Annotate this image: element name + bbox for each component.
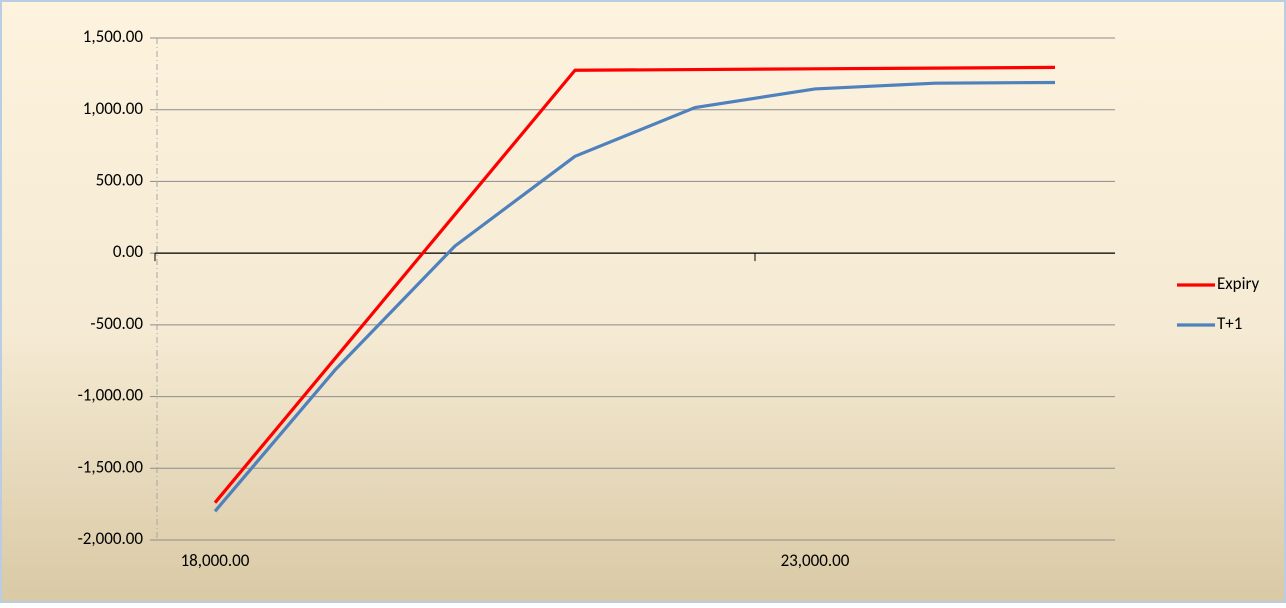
x-tick-label: 23,000.00 [781,550,850,571]
y-tick-label: 0.00 [113,241,144,262]
legend-label: T+1 [1217,313,1242,334]
legend-label: Expiry [1217,273,1260,294]
y-tick-label: -2,000.00 [78,528,144,549]
y-tick-label: 1,000.00 [83,98,144,119]
y-tick-label: -1,000.00 [78,385,144,406]
y-tick-label: 500.00 [96,169,144,190]
series-line [213,80,1056,513]
y-tick-label: 1,500.00 [83,26,144,47]
x-tick-label: 18,000.00 [181,550,250,571]
y-tick-label: -1,500.00 [78,456,144,477]
series-line [213,65,1056,504]
y-tick-label: -500.00 [90,313,143,334]
